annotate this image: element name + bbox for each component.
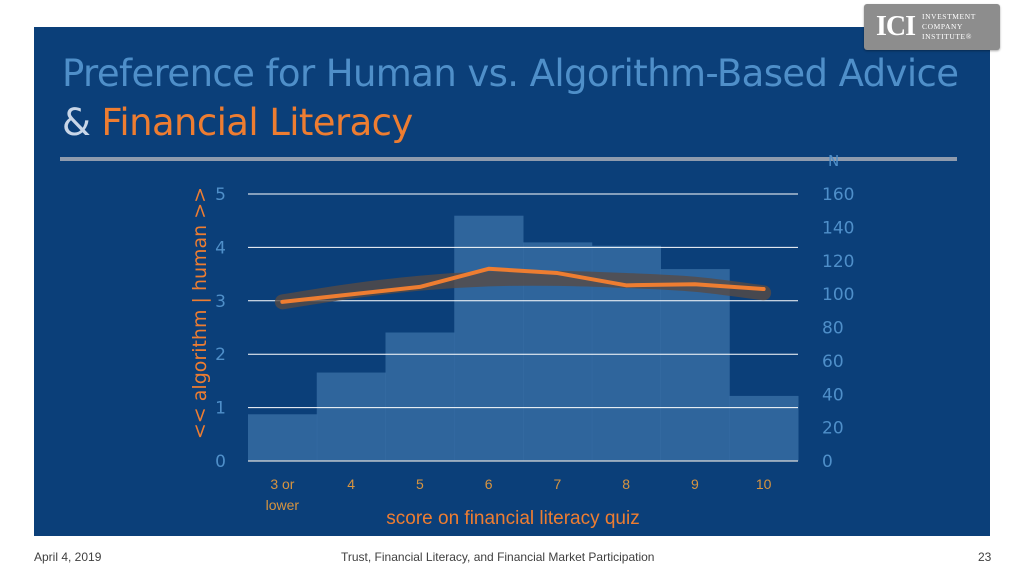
x-tick-label: 3 or <box>270 476 294 492</box>
y2-tick-label: 100 <box>822 285 854 305</box>
x-tick-label: 10 <box>756 476 772 492</box>
y2-tick-label: 20 <box>822 419 844 439</box>
y-tick-label: 5 <box>215 185 226 205</box>
logo-text: INVESTMENT COMPANY INSTITUTE® <box>922 12 996 42</box>
histogram-bar <box>729 395 799 461</box>
logo-mark: ICI <box>876 11 916 42</box>
y2-tick-label: 120 <box>822 252 854 272</box>
ici-logo: ICI INVESTMENT COMPANY INSTITUTE® <box>864 4 1000 50</box>
histogram-bar <box>248 414 318 461</box>
histogram-bar <box>454 215 524 461</box>
histogram-bar <box>660 269 730 461</box>
x-tick-label: 4 <box>347 476 355 492</box>
slide-title: Preference for Human vs. Algorithm-Based… <box>62 52 959 95</box>
x-axis-title: score on financial literacy quiz <box>386 508 639 529</box>
x-tick-label: 9 <box>691 476 699 492</box>
logo-line-2: COMPANY <box>922 22 964 31</box>
y-axis-title: << algorithm | human >> <box>189 187 211 439</box>
logo-line-1: INVESTMENT <box>922 12 976 21</box>
histogram-bar <box>316 372 386 461</box>
y-tick-label: 2 <box>215 345 226 365</box>
x-tick-label: 8 <box>622 476 630 492</box>
x-tick-label: lower <box>266 497 300 513</box>
y2-tick-label: 0 <box>822 452 833 472</box>
y-tick-label: 0 <box>215 452 226 472</box>
page-number: 23 <box>978 550 992 564</box>
y2-tick-label: 160 <box>822 185 854 205</box>
title-accent: Financial Literacy <box>101 101 413 144</box>
title-divider <box>60 157 957 161</box>
x-tick-label: 5 <box>416 476 424 492</box>
y-tick-label: 4 <box>215 238 226 258</box>
histogram-bar <box>385 332 455 461</box>
x-tick-label: 7 <box>553 476 561 492</box>
x-tick-label: 6 <box>485 476 493 492</box>
y-tick-label: 1 <box>215 399 226 419</box>
y2-tick-label: 140 <box>822 218 854 238</box>
y2-tick-label: 80 <box>822 319 844 339</box>
y2-tick-label: 60 <box>822 352 844 372</box>
title-ampersand: & <box>62 101 102 144</box>
preference-line <box>280 266 766 304</box>
logo-line-3: INSTITUTE® <box>922 32 973 41</box>
footer-date: April 4, 2019 <box>34 550 102 564</box>
footer-title: Trust, Financial Literacy, and Financial… <box>341 550 655 564</box>
y2-tick-label: 40 <box>822 385 844 405</box>
y-tick-label: 3 <box>215 292 226 312</box>
y2-axis-title: N <box>828 152 839 170</box>
slide-subtitle: & Financial Literacy <box>62 101 413 144</box>
